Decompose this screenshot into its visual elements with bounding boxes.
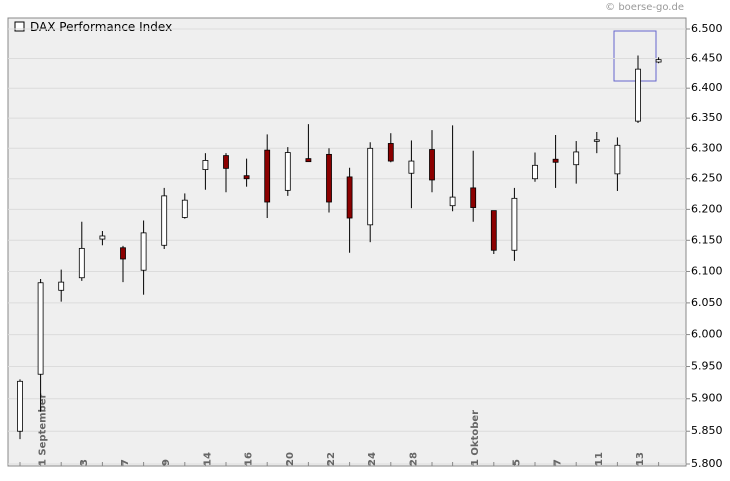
candle-body xyxy=(614,144,621,175)
y-tick-label: 6.000 xyxy=(691,328,723,341)
candle-body xyxy=(470,187,477,208)
source: © boerse-go.de xyxy=(605,2,684,13)
candle-body xyxy=(346,176,353,219)
x-tick-label: 16 xyxy=(244,452,255,466)
candle-body xyxy=(655,59,662,63)
x-tick-label: 1 Oktober xyxy=(470,410,481,466)
candle-body xyxy=(552,158,559,163)
candle-body xyxy=(490,210,497,251)
candle-body xyxy=(593,139,600,142)
x-tick-label: 7 xyxy=(553,459,564,466)
x-tick-label: 11 xyxy=(594,452,605,466)
y-tick-label: 6.450 xyxy=(691,51,723,64)
x-tick-label: 28 xyxy=(408,452,419,466)
x-tick-label: 5 xyxy=(511,459,522,466)
plot-area xyxy=(7,17,687,467)
y-tick-label: 5.900 xyxy=(691,392,723,405)
y-tick-label: 6.400 xyxy=(691,81,723,94)
candle-body xyxy=(140,232,147,271)
y-tick-label: 6.250 xyxy=(691,172,723,185)
y-tick-label: 6.300 xyxy=(691,141,723,154)
x-tick-label: 22 xyxy=(326,452,337,466)
candle-body xyxy=(264,149,271,203)
candle-body xyxy=(305,158,312,163)
candle-body xyxy=(326,153,332,203)
x-tick-label: 14 xyxy=(202,452,213,466)
candle-body xyxy=(120,247,126,260)
candle-body xyxy=(161,195,168,246)
candle-body xyxy=(99,235,106,240)
x-tick-label: 24 xyxy=(367,452,378,466)
candle-body xyxy=(511,197,518,251)
candle-body xyxy=(202,160,209,170)
y-tick-label: 5.850 xyxy=(691,424,723,437)
candle-body xyxy=(449,196,456,207)
candle-body xyxy=(78,247,85,279)
x-tick-label: 3 xyxy=(79,459,90,466)
y-tick-label: 6.050 xyxy=(691,296,723,309)
y-tick-label: 5.800 xyxy=(691,457,723,470)
candle-body xyxy=(243,175,250,180)
y-tick-label: 6.100 xyxy=(691,264,723,277)
candle-body xyxy=(58,281,65,291)
x-tick-label: 20 xyxy=(285,452,296,466)
x-tick-label: 7 xyxy=(120,459,131,466)
candle-body xyxy=(532,164,538,180)
candle-body xyxy=(284,152,291,191)
candle-body xyxy=(17,380,23,432)
y-tick-label: 6.150 xyxy=(691,233,723,246)
candle-body xyxy=(573,151,580,166)
candle-body xyxy=(37,282,44,375)
candle-body xyxy=(387,143,394,162)
y-tick-label: 6.500 xyxy=(691,22,723,35)
candle-body xyxy=(408,160,415,174)
y-tick-label: 6.200 xyxy=(691,202,723,215)
y-tick-label: 6.350 xyxy=(691,111,723,124)
candle-body xyxy=(367,147,374,226)
highlight-box xyxy=(613,30,657,82)
candle-body xyxy=(223,155,229,169)
x-tick-label: 9 xyxy=(161,459,172,466)
x-tick-label: 1 September xyxy=(38,393,49,466)
x-tick-label: 13 xyxy=(635,452,646,466)
candle-body xyxy=(635,68,641,122)
y-tick-label: 5.950 xyxy=(691,360,723,373)
legend-swatch xyxy=(14,21,25,32)
candle-body xyxy=(429,149,435,181)
candle-body xyxy=(181,199,188,218)
chart-title: DAX Performance Index xyxy=(30,20,172,34)
